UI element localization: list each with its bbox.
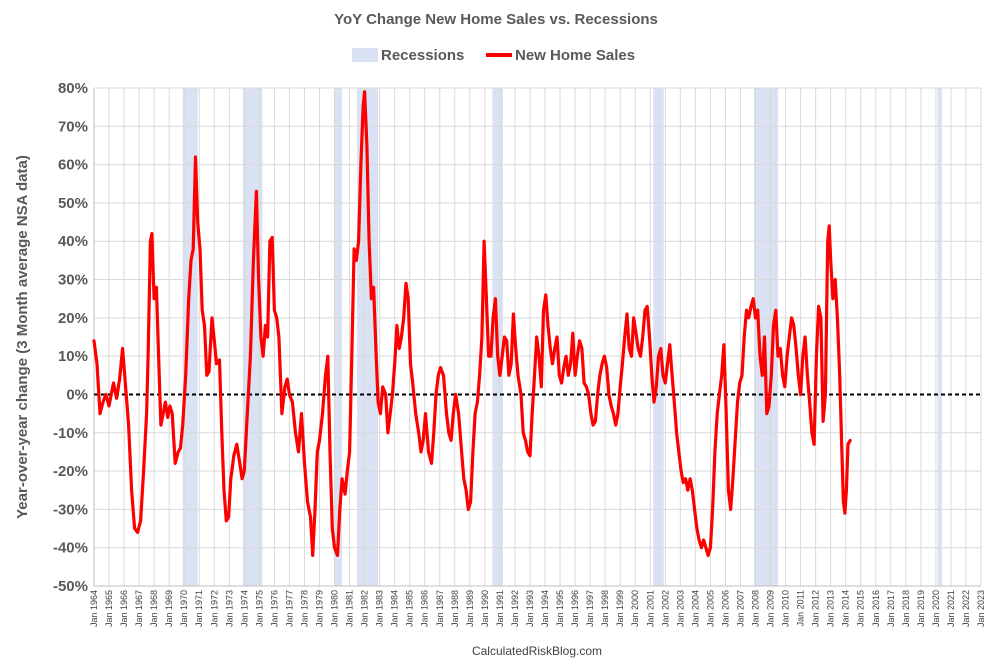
y-tick-label: 50% xyxy=(58,195,88,212)
x-tick-label: Jan 1991 xyxy=(495,590,505,627)
legend: Recessions New Home Sales xyxy=(352,47,635,64)
x-tick-label: Jan 1967 xyxy=(134,590,144,627)
x-tick-label: Jan 2011 xyxy=(796,590,806,626)
y-tick-label: -10% xyxy=(53,425,88,442)
x-tick-label: Jan 1988 xyxy=(450,590,460,627)
y-tick-label: -50% xyxy=(53,578,88,595)
y-axis-label: Year-over-year change (3 Month average N… xyxy=(14,155,31,519)
recession-band xyxy=(357,88,379,586)
x-tick-label: Jan 1998 xyxy=(600,590,610,627)
x-tick-label: Jan 1980 xyxy=(330,590,340,627)
legend-recessions-swatch xyxy=(352,48,378,62)
x-tick-label: Jan 1970 xyxy=(179,590,189,627)
y-tick-label: 80% xyxy=(58,80,88,97)
y-tick-label: 20% xyxy=(58,310,88,327)
x-tick-label: Jan 2017 xyxy=(886,590,896,627)
x-tick-label: Jan 1972 xyxy=(209,590,219,627)
x-tick-label: Jan 1978 xyxy=(299,590,309,627)
x-tick-label: Jan 1993 xyxy=(525,590,535,627)
x-tick-label: Jan 2014 xyxy=(841,590,851,627)
x-tick-label: Jan 1968 xyxy=(149,590,159,627)
x-tick-label: Jan 1992 xyxy=(510,590,520,627)
y-tick-label: 30% xyxy=(58,272,88,289)
x-tick-label: Jan 2013 xyxy=(826,590,836,627)
x-tick-label: Jan 2007 xyxy=(735,590,745,627)
legend-series-label: New Home Sales xyxy=(515,47,635,64)
x-tick-label: Jan 2001 xyxy=(645,590,655,627)
x-tick-label: Jan 1976 xyxy=(269,590,279,627)
x-tick-label: Jan 1989 xyxy=(465,590,475,627)
source-label: CalculatedRiskBlog.com xyxy=(472,644,602,658)
x-tick-label: Jan 1996 xyxy=(570,590,580,627)
x-tick-label: Jan 1995 xyxy=(555,590,565,627)
x-tick-label: Jan 2019 xyxy=(916,590,926,627)
x-tick-label: Jan 2018 xyxy=(901,590,911,627)
series-line-new-home-sales xyxy=(92,90,852,557)
x-tick-label: Jan 1977 xyxy=(284,590,294,627)
recession-band xyxy=(937,88,942,586)
x-tick-label: Jan 2016 xyxy=(871,590,881,627)
y-tick-label: 0% xyxy=(66,386,88,403)
y-tick-label: -20% xyxy=(53,463,88,480)
chart-title: YoY Change New Home Sales vs. Recessions xyxy=(334,11,658,28)
x-tick-label: Jan 1971 xyxy=(194,590,204,627)
x-tick-label: Jan 1984 xyxy=(390,590,400,627)
x-tick-label: Jan 2015 xyxy=(856,590,866,627)
x-tick-label: Jan 1982 xyxy=(360,590,370,627)
y-tick-label: -30% xyxy=(53,501,88,518)
x-tick-label: Jan 1973 xyxy=(224,590,234,627)
x-tick-label: Jan 2003 xyxy=(675,590,685,627)
x-tick-label: Jan 1979 xyxy=(315,590,325,627)
x-tick-label: Jan 1966 xyxy=(119,590,129,627)
x-tick-label: Jan 2005 xyxy=(705,590,715,627)
x-tick-label: Jan 2009 xyxy=(766,590,776,627)
x-tick-label: Jan 2002 xyxy=(660,590,670,627)
recession-band xyxy=(653,88,664,586)
x-tick-label: Jan 1974 xyxy=(239,590,249,627)
x-tick-label: Jan 1985 xyxy=(405,590,415,627)
x-tick-label: Jan 2020 xyxy=(931,590,941,627)
x-tick-label: Jan 1981 xyxy=(345,590,355,627)
x-tick-label: Jan 2004 xyxy=(690,590,700,627)
x-tick-label: Jan 1987 xyxy=(435,590,445,627)
recession-band xyxy=(334,88,343,586)
x-tick-label: Jan 1986 xyxy=(420,590,430,627)
x-tick-label: Jan 1969 xyxy=(164,590,174,627)
y-tick-label: 10% xyxy=(58,348,88,365)
x-tick-label: Jan 1997 xyxy=(585,590,595,627)
x-tick-label: Jan 1994 xyxy=(540,590,550,627)
plot-area: -50% -40% -30% -20% -10% 0% 10% 20% 30% 40% 50% 60%… xyxy=(53,80,986,627)
x-tick-label: Jan 2008 xyxy=(750,590,760,627)
y-tick-label: 70% xyxy=(58,118,88,135)
x-tick-label: Jan 2021 xyxy=(946,590,956,627)
y-tick-label: -40% xyxy=(53,540,88,557)
x-tick-label: Jan 2006 xyxy=(720,590,730,627)
x-tick-label: Jan 1983 xyxy=(375,590,385,627)
x-tick-label: Jan 1964 xyxy=(89,590,99,627)
x-tick-label: Jan 2000 xyxy=(630,590,640,627)
x-tick-label: Jan 2022 xyxy=(961,590,971,627)
x-tick-label: Jan 1965 xyxy=(104,590,114,627)
y-tick-label: 60% xyxy=(58,157,88,174)
x-tick-label: Jan 2010 xyxy=(781,590,791,627)
x-tick-label: Jan 2012 xyxy=(811,590,821,627)
x-tick-label: Jan 1975 xyxy=(254,590,264,627)
y-tick-label: 40% xyxy=(58,233,88,250)
x-tick-label: Jan 1990 xyxy=(480,590,490,627)
x-tick-label: Jan 1999 xyxy=(615,590,625,627)
x-tick-label: Jan 2023 xyxy=(976,590,986,627)
legend-recessions-label: Recessions xyxy=(381,47,464,64)
